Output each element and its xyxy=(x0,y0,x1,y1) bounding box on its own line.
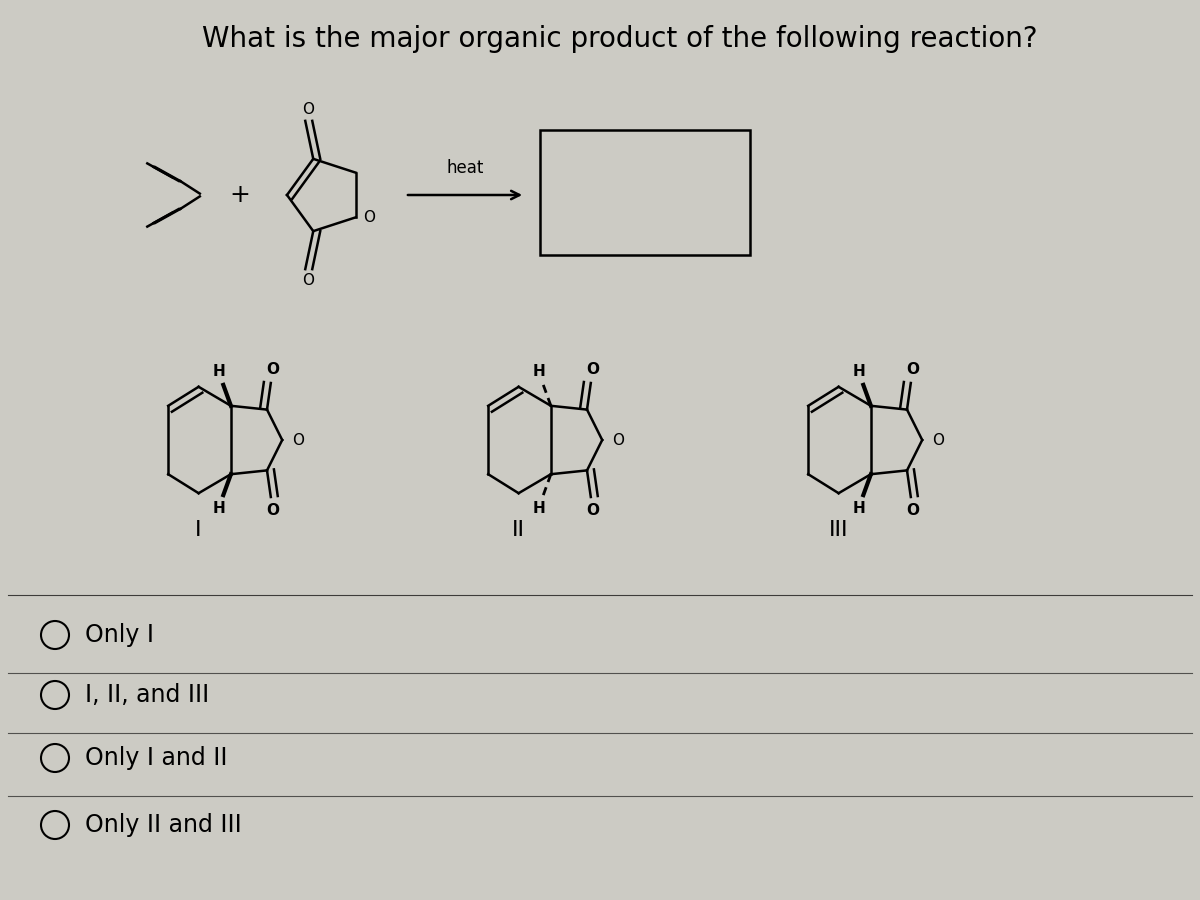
Text: heat: heat xyxy=(446,159,484,177)
Text: H: H xyxy=(212,501,226,516)
Text: Only I and II: Only I and II xyxy=(85,746,228,770)
Text: III: III xyxy=(829,520,848,540)
Text: O: O xyxy=(587,503,599,518)
Text: O: O xyxy=(266,362,280,377)
Text: O: O xyxy=(362,210,374,225)
Text: O: O xyxy=(587,362,599,377)
Text: O: O xyxy=(612,433,624,447)
Text: Only I: Only I xyxy=(85,623,154,647)
Text: H: H xyxy=(853,501,865,516)
Text: H: H xyxy=(533,364,546,379)
Text: O: O xyxy=(302,273,314,288)
Text: What is the major organic product of the following reaction?: What is the major organic product of the… xyxy=(202,25,1038,53)
Text: O: O xyxy=(932,433,944,447)
Text: O: O xyxy=(906,362,919,377)
Text: H: H xyxy=(853,364,865,379)
Text: O: O xyxy=(266,503,280,518)
Bar xyxy=(540,130,750,255)
Text: I: I xyxy=(196,520,202,540)
Text: O: O xyxy=(906,503,919,518)
Text: II: II xyxy=(512,520,526,540)
Text: O: O xyxy=(302,102,314,117)
Text: Only II and III: Only II and III xyxy=(85,813,241,837)
Text: H: H xyxy=(533,501,546,516)
Text: H: H xyxy=(212,364,226,379)
Text: +: + xyxy=(229,183,251,207)
Text: O: O xyxy=(293,433,305,447)
Text: I, II, and III: I, II, and III xyxy=(85,683,209,707)
